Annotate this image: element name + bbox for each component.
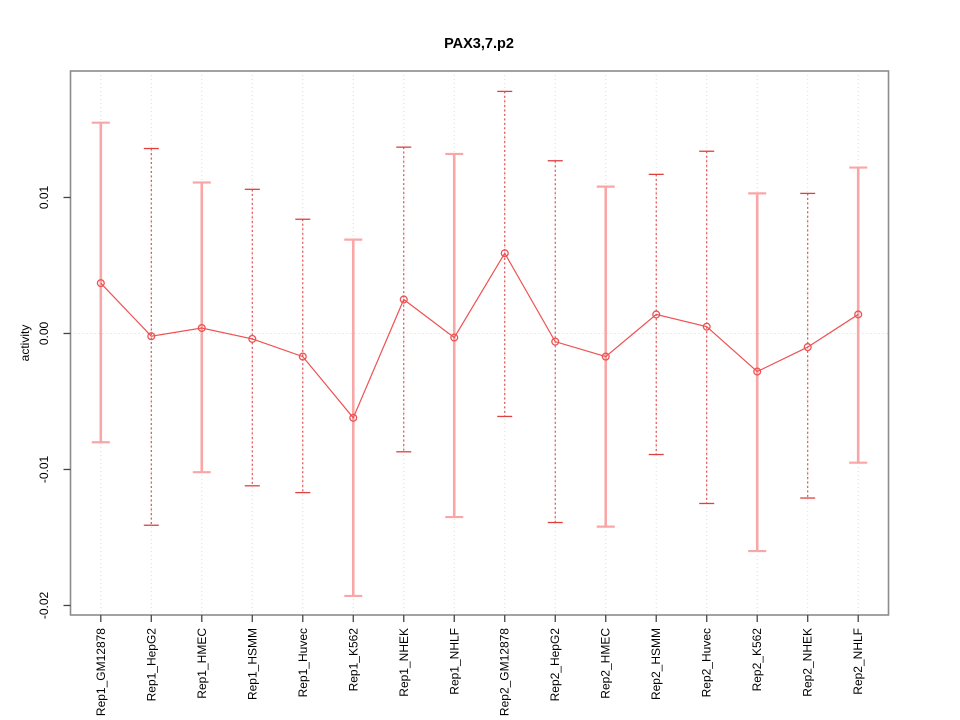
data-point bbox=[147, 332, 156, 341]
x-tick-label: Rep1_K562 bbox=[346, 628, 360, 692]
data-point bbox=[450, 333, 459, 342]
chart-title: PAX3,7.p2 bbox=[444, 36, 514, 52]
x-tick-label: Rep2_NHEK bbox=[801, 628, 815, 697]
y-tick-label: 0.01 bbox=[37, 185, 51, 209]
y-tick-label: -0.02 bbox=[37, 591, 51, 619]
data-point bbox=[854, 310, 863, 319]
series-line bbox=[100, 252, 859, 419]
data-point bbox=[298, 352, 307, 361]
x-tick-label: Rep1_Huvec bbox=[296, 628, 310, 697]
x-tick-label: Rep2_Huvec bbox=[700, 628, 714, 697]
x-tick-label: Rep2_HSMM bbox=[649, 628, 663, 700]
y-tick-label: 0.00 bbox=[37, 321, 51, 345]
data-point bbox=[96, 279, 105, 288]
x-tick-label: Rep1_HMEC bbox=[195, 628, 209, 699]
x-tick-label: Rep1_HepG2 bbox=[144, 628, 158, 702]
data-point bbox=[248, 334, 257, 343]
x-tick-label: Rep1_NHLF bbox=[447, 628, 461, 695]
data-point bbox=[500, 249, 509, 258]
x-tick-label: Rep2_NHLF bbox=[851, 628, 865, 695]
data-point bbox=[601, 352, 610, 361]
x-tick-label: Rep1_GM12878 bbox=[94, 628, 108, 716]
x-tick-label: Rep2_GM12878 bbox=[498, 628, 512, 716]
x-tick-label: Rep2_HepG2 bbox=[548, 628, 562, 702]
x-tick-label: Rep1_HSMM bbox=[245, 628, 259, 700]
y-axis-title: activity bbox=[18, 324, 32, 362]
x-tick-label: Rep2_K562 bbox=[750, 628, 764, 692]
data-point bbox=[803, 343, 812, 352]
data-point bbox=[399, 295, 408, 304]
x-tick-label: Rep1_NHEK bbox=[397, 628, 411, 697]
data-point bbox=[702, 322, 711, 331]
data-point bbox=[551, 337, 560, 346]
plot-border bbox=[69, 70, 890, 616]
data-point bbox=[197, 323, 206, 333]
x-tick-label: Rep2_HMEC bbox=[599, 628, 613, 699]
data-point bbox=[349, 413, 358, 422]
data-point bbox=[753, 367, 762, 376]
data-point bbox=[652, 310, 661, 319]
y-tick-label: -0.01 bbox=[37, 455, 51, 483]
